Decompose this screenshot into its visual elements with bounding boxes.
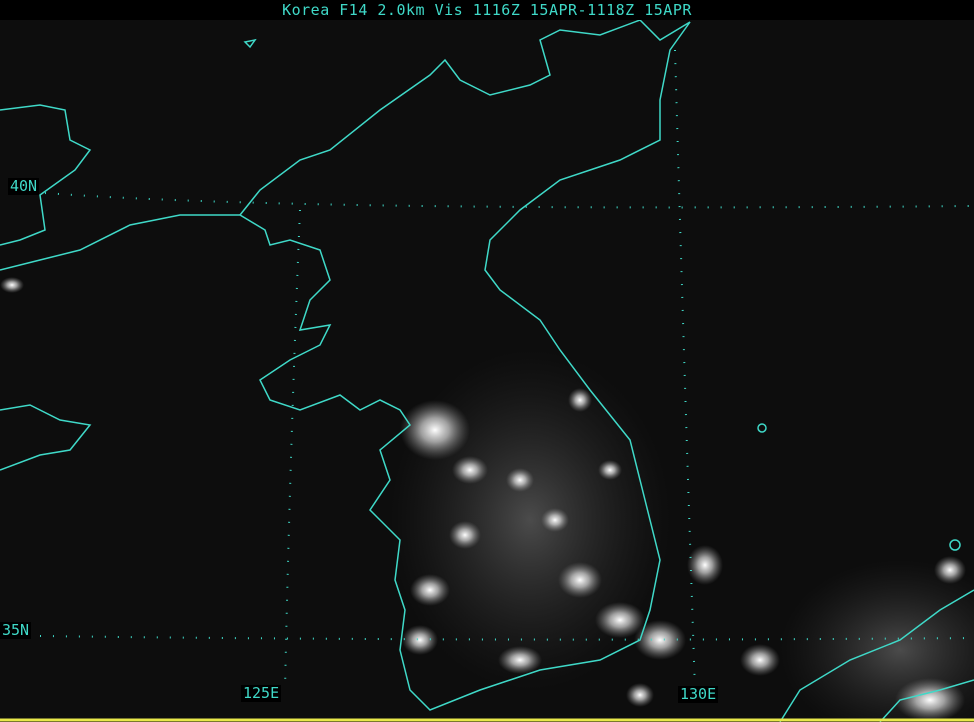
image-title: Korea F14 2.0km Vis 1116Z 15APR-1118Z 15… [0, 0, 974, 20]
grid-line-40n [44, 192, 974, 209]
ulleungdo [757, 423, 767, 433]
city-lights [0, 277, 966, 722]
label-130e: 130E [678, 685, 719, 703]
shandong-coast [0, 404, 92, 471]
island [949, 539, 961, 551]
grid-line-130e [674, 49, 696, 691]
coastlines [0, 19, 974, 722]
grid-line-125e [284, 209, 301, 691]
label-40n: 40N [8, 177, 40, 195]
label-125e: 125E [241, 684, 282, 702]
islands [243, 38, 257, 49]
label-35n: 35N [0, 621, 32, 639]
north-border [239, 19, 691, 216]
liaodong-coast [0, 21, 691, 711]
japan-coast [779, 589, 974, 722]
kyushu-coast [879, 679, 974, 722]
lat-lon-grid [39, 49, 974, 691]
china-korea-border [0, 104, 92, 246]
